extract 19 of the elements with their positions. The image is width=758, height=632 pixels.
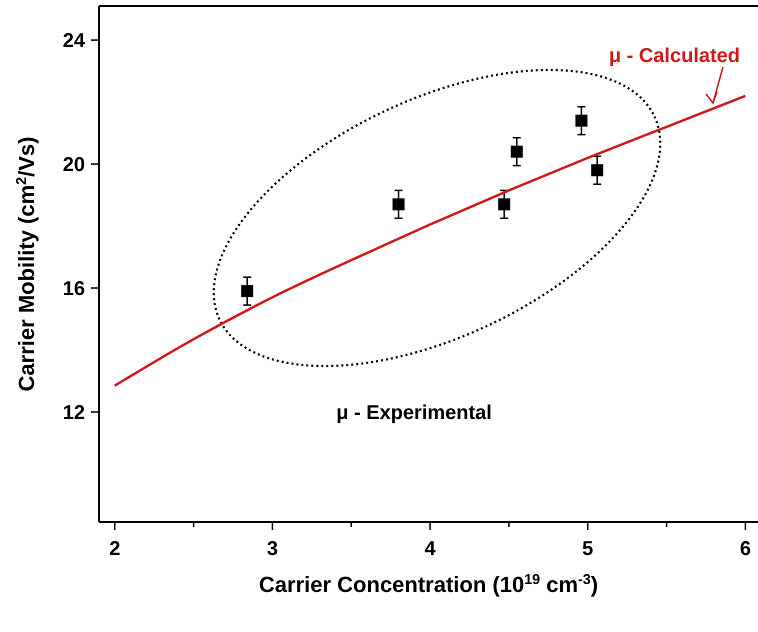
x-tick-label: 3 [266, 538, 278, 560]
y-tick-label: 20 [62, 154, 85, 176]
point [510, 146, 523, 158]
x-axis-title: Carrier Concentration (10$^{19}$ cm$^{-3}$) [258, 572, 598, 597]
x-tick-label: 4 [424, 538, 437, 560]
text: μ - Experimental [336, 402, 492, 424]
x-tick-label: 6 [740, 538, 751, 560]
x-tick-label: 5 [582, 538, 594, 560]
x-tick-label: 2 [109, 538, 120, 560]
y-tick-label: 24 [62, 30, 86, 52]
point [392, 198, 405, 210]
line-series [114, 94, 747, 387]
point [591, 164, 604, 176]
y-tick-label: 16 [62, 278, 85, 300]
series-label: μ - Calculated [608, 45, 740, 67]
y-tick-label: 12 [62, 402, 85, 424]
point [241, 285, 254, 298]
point [575, 114, 588, 127]
point [498, 198, 510, 210]
